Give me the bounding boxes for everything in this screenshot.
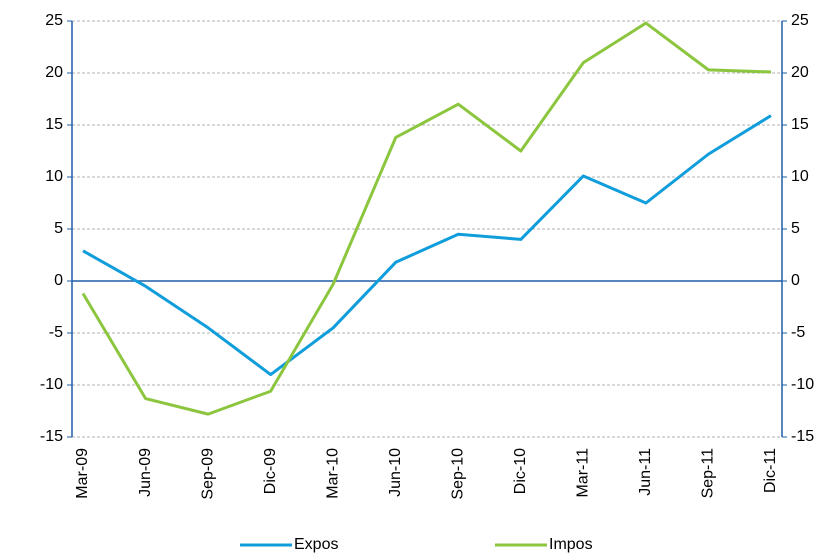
- x-tick-label: Sep-10: [449, 448, 466, 500]
- y2-tick-label: 5: [791, 220, 800, 237]
- y-tick-label: 15: [45, 116, 63, 133]
- x-tick-label: Jun-10: [387, 448, 404, 497]
- x-tick-label: Jun-11: [637, 448, 654, 496]
- y-tick-label: -10: [40, 376, 63, 393]
- y-tick-label: 25: [45, 12, 63, 29]
- y2-tick-label: 20: [791, 64, 809, 81]
- y2-tick-label: 0: [791, 272, 800, 289]
- y2-tick-label: -15: [791, 428, 814, 445]
- series-line: [81, 21, 772, 416]
- y-tick-label: 5: [54, 220, 63, 237]
- y-tick-label: 0: [54, 272, 63, 289]
- y-tick-label: -15: [40, 428, 63, 445]
- legend-label: Impos: [549, 536, 593, 553]
- series-line: [82, 114, 772, 377]
- y-tick-label: -5: [49, 324, 63, 341]
- x-tick-label: Mar-09: [74, 448, 91, 499]
- y-tick-label: 10: [45, 168, 63, 185]
- x-tick-label: Sep-09: [199, 448, 216, 500]
- legend-label: Expos: [294, 536, 338, 553]
- y2-tick-label: 10: [791, 168, 809, 185]
- x-tick-label: Mar-10: [324, 448, 341, 499]
- y2-tick-label: -10: [791, 376, 814, 393]
- x-tick-label: Dic-10: [512, 448, 529, 494]
- y2-tick-label: 15: [791, 116, 809, 133]
- x-tick-label: Dic-09: [262, 448, 279, 494]
- x-tick-label: Dic-11: [762, 448, 779, 493]
- y2-tick-label: -5: [791, 324, 805, 341]
- x-tick-label: Sep-11: [700, 448, 717, 499]
- y-tick-label: 20: [45, 64, 63, 81]
- x-tick-label: Jun-09: [137, 448, 154, 497]
- y2-tick-label: 25: [791, 12, 809, 29]
- x-tick-label: Mar-11: [575, 448, 592, 498]
